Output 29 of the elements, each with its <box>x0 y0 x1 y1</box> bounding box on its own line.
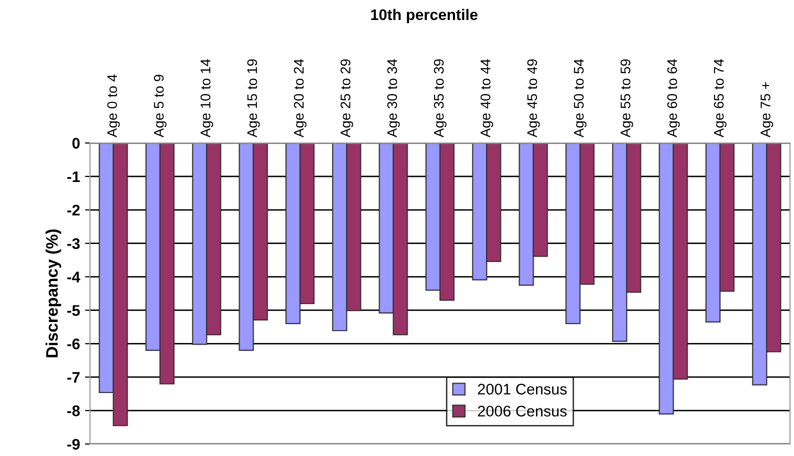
x-tick-label: Age 75 + <box>760 82 774 138</box>
x-tick-label: Age 55 to 59 <box>620 59 634 138</box>
legend-label: 2001 Census <box>478 384 567 395</box>
y-tick-label: -5 <box>67 305 80 316</box>
x-tick-label: Age 30 to 34 <box>387 59 400 138</box>
x-tick-label: Age 10 to 14 <box>200 59 214 138</box>
x-tick-label: Age 0 to 4 <box>107 74 120 138</box>
legend-label: 2006 Census <box>478 406 567 417</box>
x-tick-label: Age 60 to 64 <box>667 59 680 138</box>
y-axis-title: Discrepancy (%) <box>46 229 62 358</box>
y-tick-label: -6 <box>67 338 80 350</box>
x-tick-label: Age 45 to 49 <box>527 59 540 138</box>
x-tick-label: Age 35 to 39 <box>434 59 446 138</box>
x-tick-label: Age 50 to 54 <box>574 59 586 138</box>
y-tick-label: -2 <box>67 204 80 216</box>
x-tick-label: Age 15 to 19 <box>247 59 260 138</box>
y-tick-label: -8 <box>67 405 80 416</box>
y-tick-label: -3 <box>67 238 80 250</box>
y-tick-label: 0 <box>72 138 80 149</box>
x-tick-label: Age 40 to 44 <box>480 59 494 138</box>
x-tick-label: Age 65 to 74 <box>714 59 726 138</box>
x-tick-label: Age 5 to 9 <box>154 74 166 138</box>
y-tick-label: -9 <box>67 438 80 450</box>
x-tick-label: Age 20 to 24 <box>294 59 306 138</box>
y-tick-label: -7 <box>67 372 80 383</box>
y-tick-label: -4 <box>67 272 80 282</box>
y-tick-label: -1 <box>67 171 80 182</box>
x-tick-label: Age 25 to 29 <box>340 59 354 138</box>
chart-title: 10th percentile <box>371 8 478 24</box>
